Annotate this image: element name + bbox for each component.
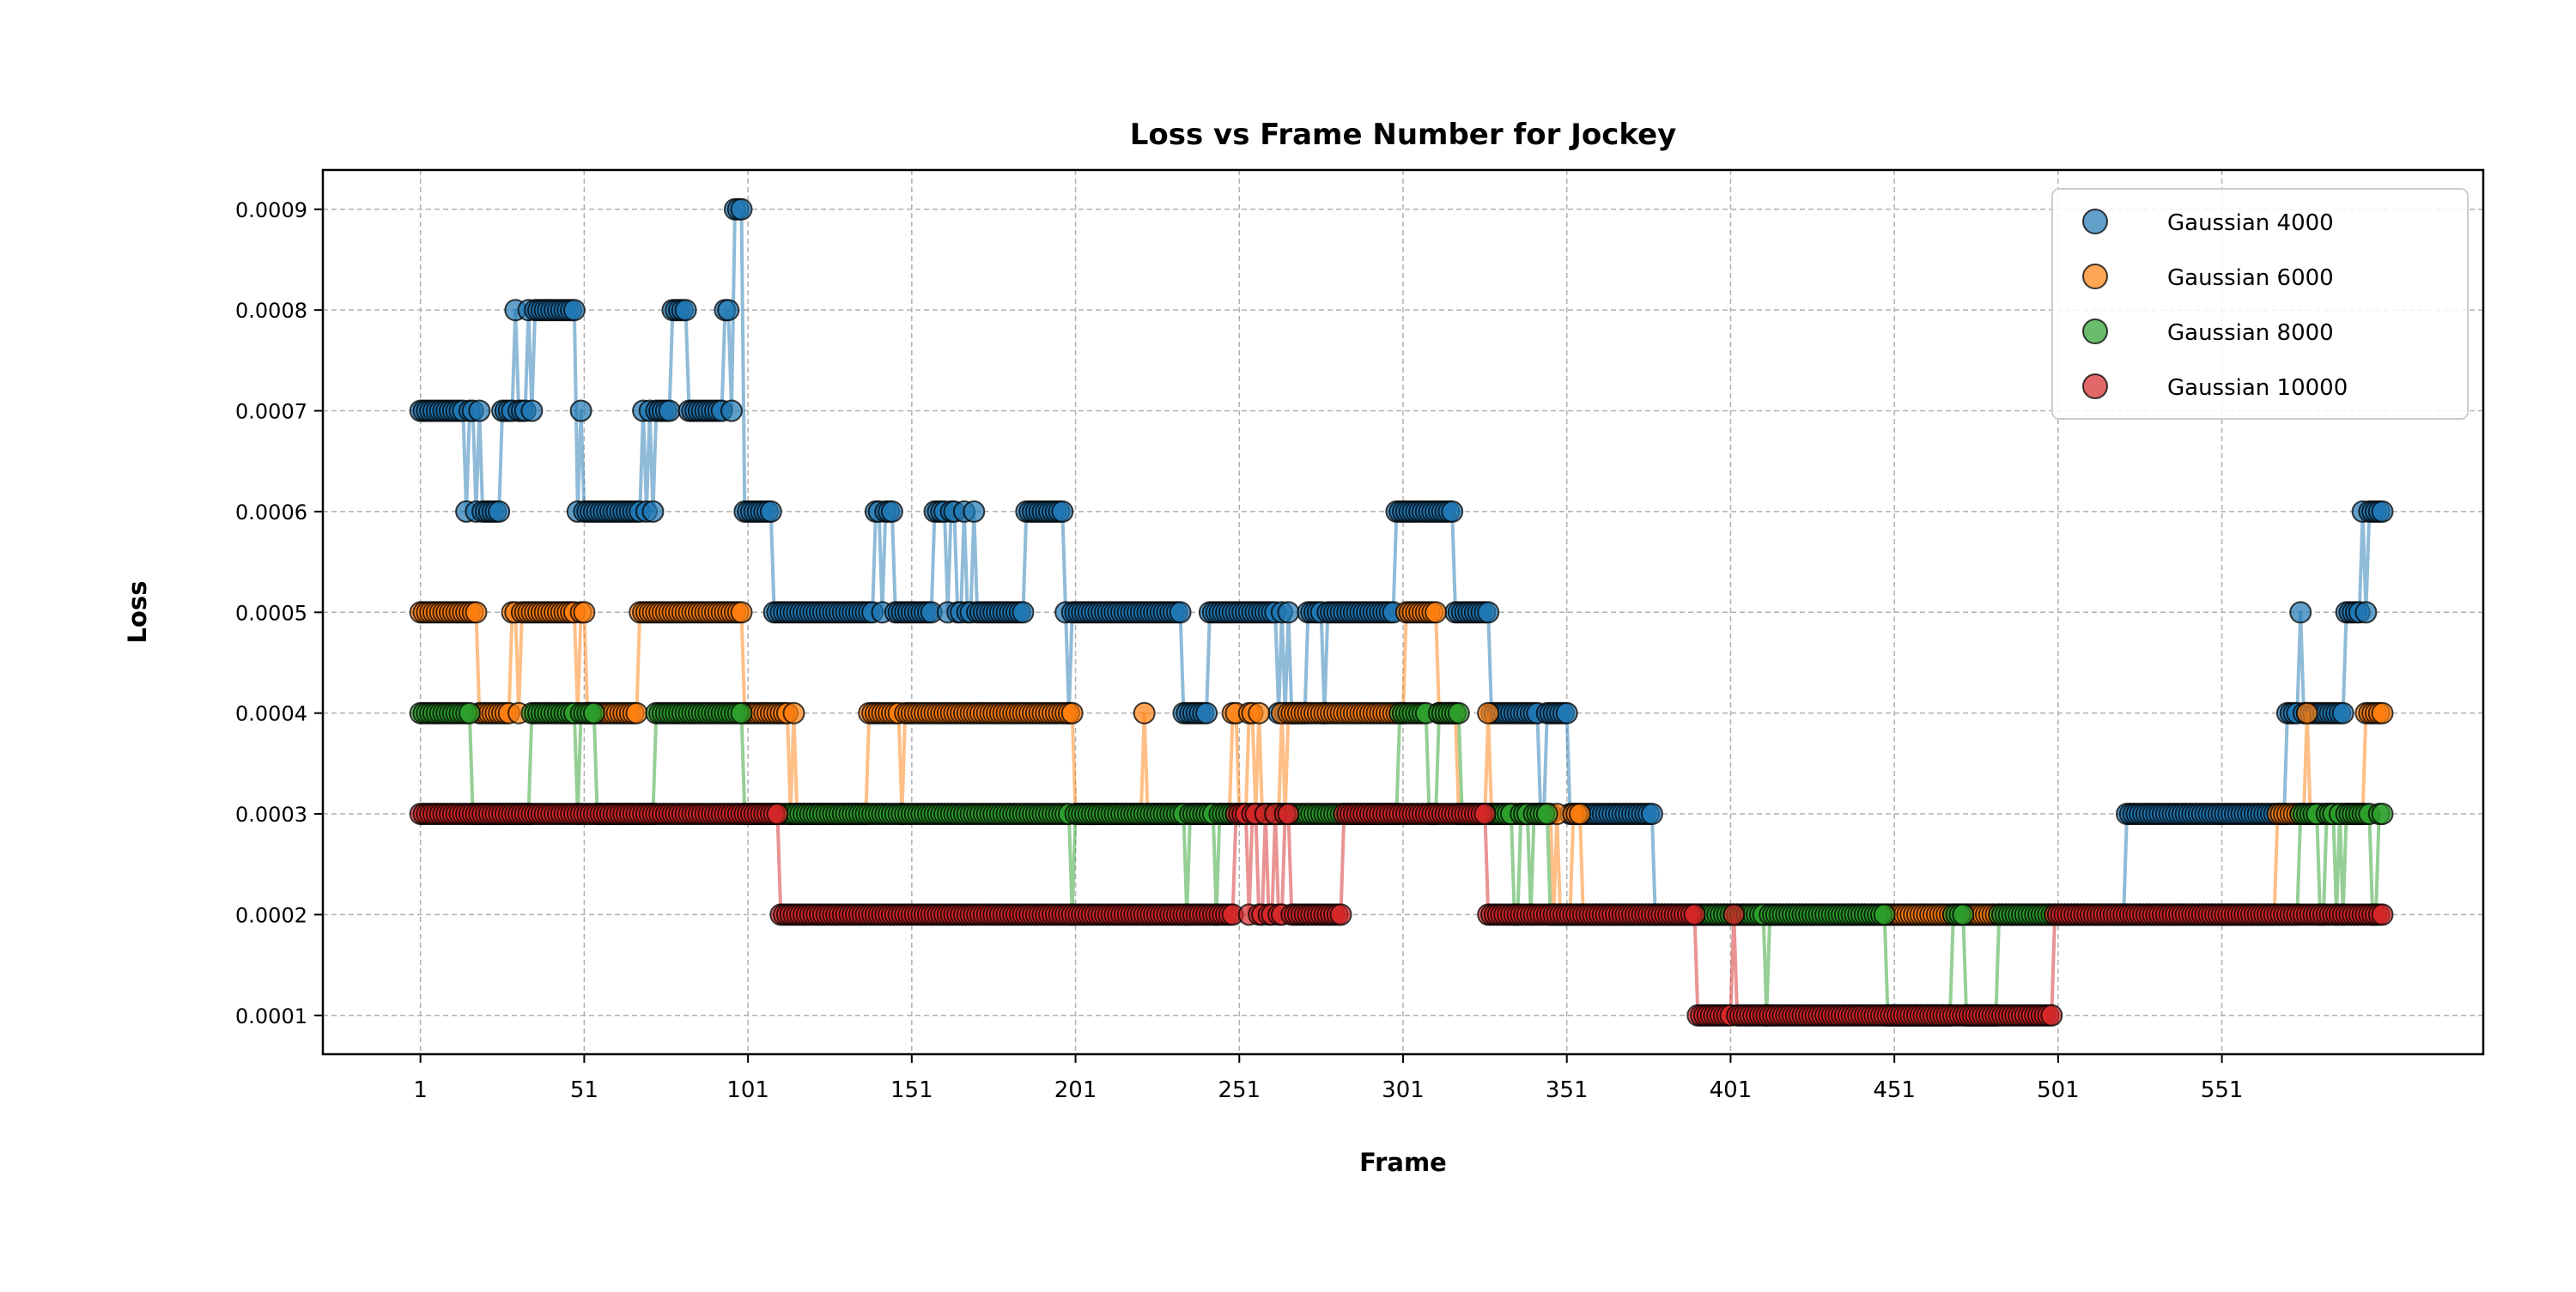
data-point (562, 299, 586, 322)
y-tick-label: 0.0005 (235, 601, 307, 625)
data-point (1447, 701, 1470, 725)
legend-marker (2082, 264, 2108, 289)
data-point (520, 399, 544, 422)
legend-label: Gaussian 4000 (2167, 210, 2334, 236)
legend-box (2051, 188, 2469, 420)
x-tick-label: 501 (2037, 1077, 2080, 1103)
y-tick-label: 0.0004 (235, 702, 307, 726)
x-tick-label: 351 (1546, 1077, 1589, 1103)
data-point (468, 399, 491, 422)
data-point (1329, 903, 1352, 926)
x-tick-label: 151 (890, 1077, 933, 1103)
data-point (1952, 903, 1975, 926)
y-axis-label: Loss (123, 581, 152, 644)
data-point (1012, 601, 1035, 624)
y-tick-label: 0.0001 (235, 1004, 307, 1028)
data-point (2371, 803, 2394, 826)
data-point (573, 601, 596, 624)
data-point (1195, 701, 1218, 725)
x-tick-label: 201 (1054, 1077, 1097, 1103)
data-point (1169, 601, 1192, 624)
legend-items: Gaussian 4000 Gaussian 6000 Gaussian 8000 G… (2082, 209, 2348, 401)
y-tick-label: 0.0007 (235, 400, 307, 424)
data-point (465, 601, 488, 624)
x-tick-label: 51 (570, 1077, 598, 1103)
data-point (1873, 903, 1896, 926)
x-axis-label: Frame (1359, 1148, 1447, 1177)
series-4 (409, 803, 2394, 1027)
chart-title: Loss vs Frame Number for Jockey (1130, 118, 1677, 152)
plot-series (409, 197, 2394, 1027)
data-point (2371, 701, 2394, 725)
data-point (2371, 500, 2394, 523)
legend-label: Gaussian 10000 (2167, 375, 2348, 401)
data-point (1441, 500, 1464, 523)
ticks: 1 51 101 151 201 251 301 351 401 451 501 5510.00010… (235, 198, 2243, 1103)
data-point (1133, 701, 1156, 725)
y-tick-label: 0.0008 (235, 299, 307, 323)
data-point (880, 500, 903, 523)
data-point (717, 299, 740, 322)
data-point (2295, 701, 2318, 725)
legend-marker (2082, 373, 2108, 399)
data-point (2331, 701, 2354, 725)
data-point (1640, 803, 1663, 826)
data-point (1060, 701, 1084, 725)
data-point (730, 601, 753, 624)
data-point (1051, 500, 1074, 523)
data-point (1477, 601, 1500, 624)
data-point (2354, 601, 2378, 624)
data-point (1535, 803, 1558, 826)
data-point (641, 500, 665, 523)
data-point (720, 399, 743, 422)
data-point (1722, 903, 1746, 926)
data-point (488, 500, 511, 523)
data-point (1555, 701, 1578, 725)
x-tick-label: 401 (1710, 1077, 1753, 1103)
data-point (730, 197, 753, 221)
data-point (1569, 803, 1591, 826)
data-point (582, 701, 605, 725)
x-tick-label: 301 (1382, 1077, 1425, 1103)
y-tick-label: 0.0009 (235, 198, 307, 222)
x-tick-label: 451 (1873, 1077, 1916, 1103)
legend-marker (2082, 209, 2108, 234)
data-point (2371, 903, 2394, 926)
data-point (625, 701, 648, 725)
data-point (782, 701, 805, 725)
data-point (1425, 601, 1448, 624)
data-point (2289, 601, 2312, 624)
legend-marker (2082, 318, 2108, 344)
data-point (1683, 903, 1706, 926)
data-point (569, 399, 592, 422)
data-point (1277, 601, 1300, 624)
data-point (1473, 803, 1497, 826)
data-point (458, 701, 481, 725)
y-tick-label: 0.0006 (235, 500, 307, 525)
data-point (730, 701, 753, 725)
data-point (658, 399, 681, 422)
x-tick-label: 251 (1218, 1077, 1261, 1103)
data-point (963, 500, 986, 523)
x-tick-label: 1 (413, 1077, 428, 1103)
legend-label: Gaussian 8000 (2167, 320, 2334, 346)
data-point (766, 803, 789, 826)
data-point (759, 500, 782, 523)
legend: Gaussian 4000 Gaussian 6000 Gaussian 8000 G… (2051, 188, 2469, 420)
data-point (2040, 1004, 2063, 1027)
data-point (1477, 701, 1500, 725)
legend-label: Gaussian 6000 (2167, 265, 2334, 291)
y-tick-label: 0.0002 (235, 903, 307, 927)
data-point (1277, 803, 1300, 826)
data-point (674, 299, 697, 322)
x-tick-label: 551 (2201, 1077, 2244, 1103)
data-point (1248, 701, 1271, 725)
y-tick-label: 0.0003 (235, 803, 307, 827)
x-tick-label: 101 (726, 1077, 769, 1103)
